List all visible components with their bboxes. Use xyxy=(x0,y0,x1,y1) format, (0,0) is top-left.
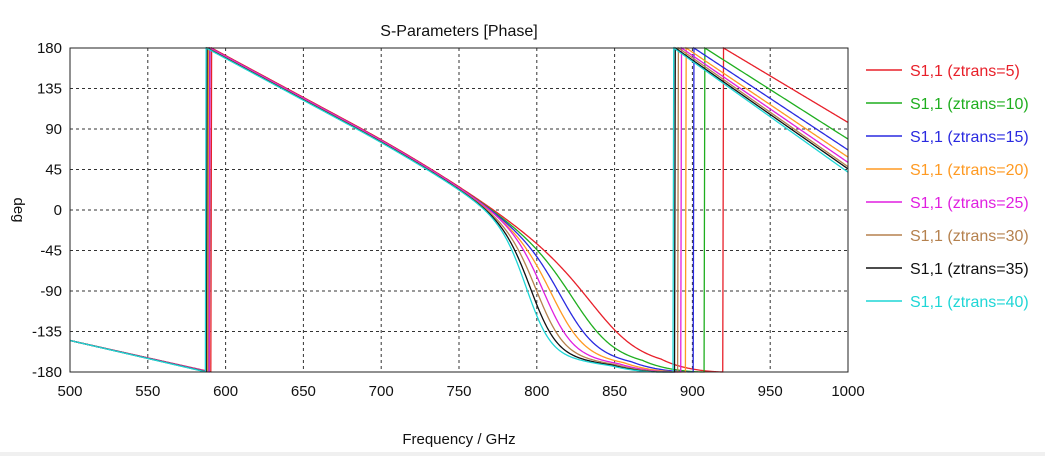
y-tick-label: 135 xyxy=(37,81,62,98)
y-tick-label: -90 xyxy=(40,283,62,300)
y-tick-labels: 180 135 90 45 0 -45 -90 -135 -180 xyxy=(32,40,62,381)
legend-label-1: S1,1 (ztrans=5) xyxy=(910,63,1020,80)
y-tick-label: 180 xyxy=(37,40,62,57)
y-tick-label: 45 xyxy=(45,162,62,179)
x-tick-label: 950 xyxy=(758,383,783,400)
legend: S1,1 (ztrans=5) S1,1 (ztrans=10) S1,1 (ztr… xyxy=(866,63,1029,311)
y-tick-label: -180 xyxy=(32,364,62,381)
x-tick-label: 850 xyxy=(602,383,627,400)
x-tick-label: 550 xyxy=(135,383,160,400)
x-tick-label: 900 xyxy=(680,383,705,400)
y-tick-label: 0 xyxy=(54,202,62,219)
y-axis-label: deg xyxy=(10,197,27,222)
x-tick-label: 650 xyxy=(291,383,316,400)
legend-label-3: S1,1 (ztrans=15) xyxy=(910,129,1029,146)
x-tick-label: 800 xyxy=(524,383,549,400)
legend-label-6: S1,1 (ztrans=30) xyxy=(910,228,1029,245)
y-tick-label: -45 xyxy=(40,243,62,260)
x-axis-label: Frequency / GHz xyxy=(402,431,515,448)
legend-label-5: S1,1 (ztrans=25) xyxy=(910,195,1029,212)
x-tick-label: 750 xyxy=(446,383,471,400)
x-tick-label: 1000 xyxy=(831,383,864,400)
x-tick-label: 700 xyxy=(369,383,394,400)
series-line-8 xyxy=(69,46,849,373)
plot-frame xyxy=(69,47,849,373)
y-tick-label: -135 xyxy=(32,324,62,341)
chart-title: S-Parameters [Phase] xyxy=(380,23,537,40)
x-tick-labels: 500 550 600 650 700 750 800 850 900 950 1000 xyxy=(57,383,864,400)
legend-label-4: S1,1 (ztrans=20) xyxy=(910,162,1029,179)
legend-label-8: S1,1 (ztrans=40) xyxy=(910,294,1029,311)
bottom-strip xyxy=(0,452,1045,456)
legend-label-2: S1,1 (ztrans=10) xyxy=(910,96,1029,113)
x-tick-label: 600 xyxy=(213,383,238,400)
legend-label-7: S1,1 (ztrans=35) xyxy=(910,261,1029,278)
grid-lines xyxy=(70,48,848,372)
y-tick-label: 90 xyxy=(45,121,62,138)
x-tick-label: 500 xyxy=(57,383,82,400)
series-lines xyxy=(69,46,849,373)
